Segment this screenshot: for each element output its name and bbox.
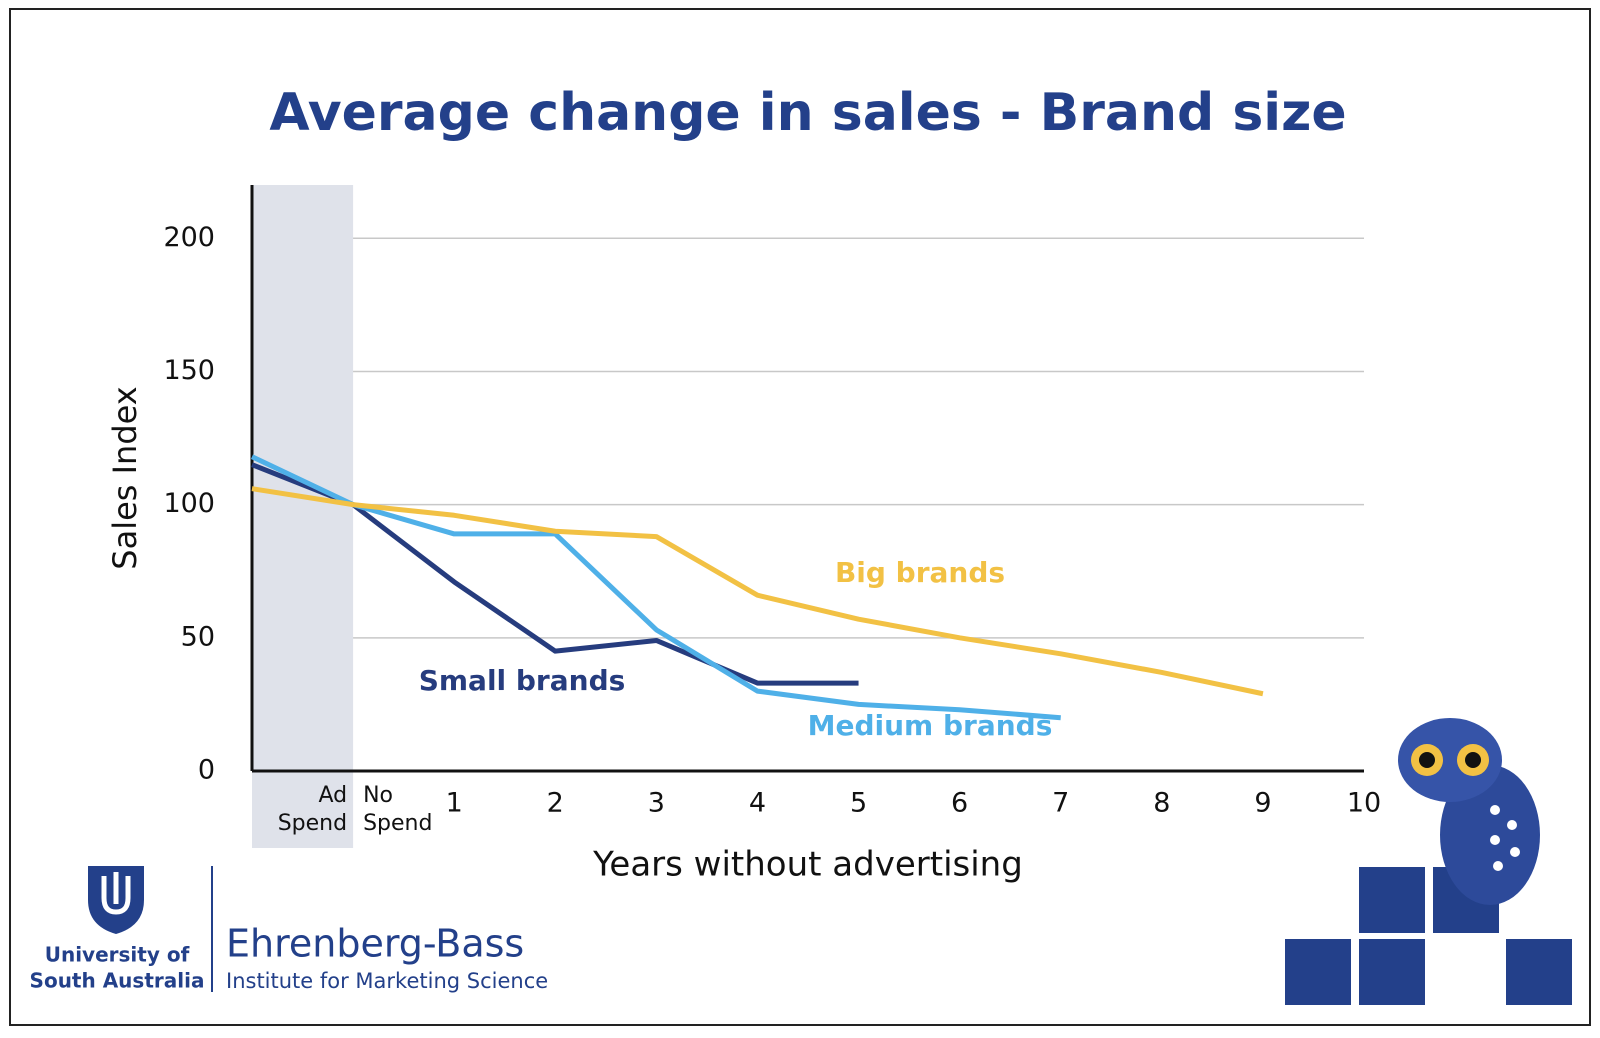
no-spend-label: No bbox=[363, 783, 393, 808]
x-tick-label: 8 bbox=[1153, 788, 1170, 819]
university-logo: University of South Australia Ehrenberg-… bbox=[30, 866, 548, 993]
x-tick-label: 6 bbox=[951, 788, 968, 819]
x-tick-label: 9 bbox=[1254, 788, 1271, 819]
shaded-region bbox=[252, 185, 354, 848]
x-tick-label: 5 bbox=[850, 788, 867, 819]
shield-mark bbox=[101, 872, 131, 915]
block bbox=[1359, 867, 1425, 933]
owl-blocks bbox=[1285, 718, 1572, 1005]
university-name: University of bbox=[45, 943, 190, 967]
block bbox=[1359, 939, 1425, 1005]
y-tick-label: 100 bbox=[163, 488, 215, 519]
chart-title: Average change in sales - Brand size bbox=[269, 83, 1346, 143]
ad-spend-label: Ad bbox=[318, 783, 347, 808]
institute-subtitle: Institute for Marketing Science bbox=[226, 969, 548, 993]
x-tick-label: 3 bbox=[648, 788, 665, 819]
x-tick-label: 7 bbox=[1052, 788, 1069, 819]
series-label: Small brands bbox=[419, 664, 626, 697]
x-tick-label: 1 bbox=[446, 788, 463, 819]
series-line bbox=[250, 454, 1061, 721]
ad-spend-label: Spend bbox=[278, 811, 347, 836]
x-tick-label: 10 bbox=[1347, 788, 1381, 819]
x-axis-title: Years without advertising bbox=[592, 845, 1023, 885]
y-tick-label: 0 bbox=[198, 755, 215, 786]
no-spend-label: Spend bbox=[363, 811, 432, 836]
x-tick-label: 2 bbox=[547, 788, 564, 819]
y-axis-title: Sales Index bbox=[106, 386, 144, 569]
block bbox=[1285, 939, 1351, 1005]
y-tick-label: 50 bbox=[181, 621, 215, 652]
plot-area: 0 50 100 150 200 1 2 3 4 5 6 7 8 9 10 Ad Spend No Spend Sma… bbox=[163, 185, 1381, 848]
series-label: Medium brands bbox=[808, 709, 1053, 742]
y-tick-label: 150 bbox=[163, 355, 215, 386]
series-line bbox=[251, 486, 1264, 697]
block bbox=[1506, 939, 1572, 1005]
owl-pupil bbox=[1465, 752, 1481, 768]
owl-pupil bbox=[1419, 752, 1435, 768]
university-name: South Australia bbox=[30, 969, 205, 993]
series-label: Big brands bbox=[835, 556, 1005, 589]
owl-head bbox=[1398, 718, 1502, 802]
institute-name: Ehrenberg-Bass bbox=[226, 922, 524, 966]
x-tick-label: 4 bbox=[749, 788, 766, 819]
y-tick-label: 200 bbox=[163, 222, 215, 253]
